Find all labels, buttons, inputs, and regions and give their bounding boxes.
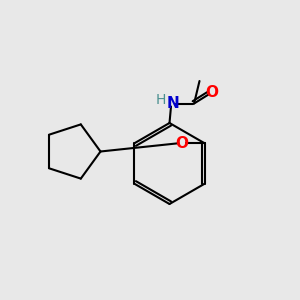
- Text: O: O: [176, 136, 189, 151]
- Text: N: N: [166, 96, 179, 111]
- Text: O: O: [206, 85, 219, 100]
- Text: H: H: [156, 93, 166, 107]
